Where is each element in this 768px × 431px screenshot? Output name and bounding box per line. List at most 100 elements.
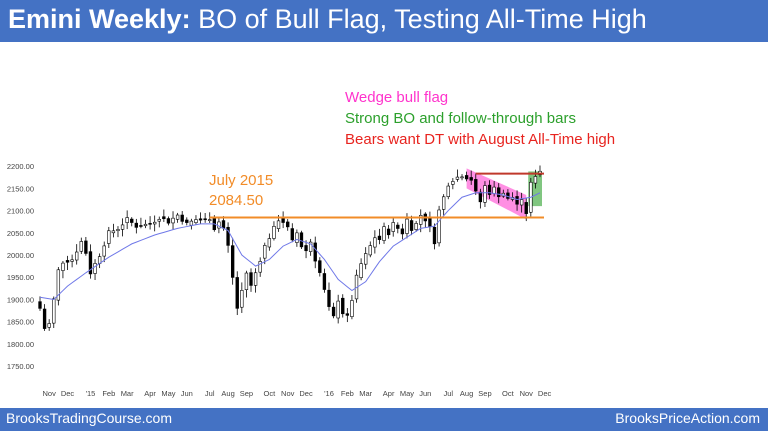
bear-candle <box>166 218 171 224</box>
bear-candle <box>198 218 203 221</box>
bear-candle <box>88 251 93 275</box>
x-tick-label: Sep <box>478 389 491 398</box>
bear-candle <box>230 245 235 278</box>
bull-candle <box>244 272 249 290</box>
bear-candle <box>313 242 317 262</box>
bull-candle <box>120 224 125 230</box>
bear-candle <box>130 218 134 223</box>
bear-candle <box>281 218 285 223</box>
bull-candle <box>350 300 354 317</box>
bull-candle <box>308 241 313 252</box>
bear-candle <box>65 260 70 263</box>
bull-candle <box>414 223 418 230</box>
bear-candle <box>400 228 405 235</box>
bull-candle <box>455 176 460 180</box>
bull-candle <box>157 219 161 222</box>
y-tick-label: 1850.00 <box>7 318 34 327</box>
title-rest: BO of Bull Flag, Testing All-Time High <box>190 4 647 34</box>
bull-candle <box>171 217 175 224</box>
bear-candle <box>139 225 143 227</box>
bear-candle <box>327 289 331 307</box>
bear-candle <box>42 308 47 329</box>
x-tick-label: Jul <box>443 389 453 398</box>
bear-candle <box>148 223 152 225</box>
x-tick-label: Dec <box>61 389 75 398</box>
bull-candle <box>419 215 423 225</box>
x-tick-label: Oct <box>264 389 277 398</box>
bull-candle <box>460 176 464 179</box>
annotation-july-2015: July 2015 <box>209 172 274 189</box>
bear-candle <box>221 220 226 229</box>
bull-candle <box>368 245 372 256</box>
bull-candle <box>373 237 377 248</box>
y-tick-label: 1800.00 <box>7 340 34 349</box>
x-tick-label: Jun <box>419 389 431 398</box>
bull-candle <box>107 230 111 244</box>
bear-candle <box>524 202 528 214</box>
bull-candle <box>75 251 79 261</box>
bear-candle <box>286 221 290 228</box>
bull-candle <box>405 218 409 234</box>
bull-candle <box>175 214 180 220</box>
bull-candle <box>295 232 299 243</box>
x-tick-label: Feb <box>341 389 354 398</box>
x-tick-label: Jun <box>181 389 193 398</box>
bear-candle <box>322 273 327 290</box>
bull-candle <box>116 229 120 232</box>
bear-candle <box>515 196 519 205</box>
bear-candle <box>249 272 253 286</box>
bear-candle <box>345 313 350 316</box>
title-bar <box>0 0 768 42</box>
bull-candle <box>253 272 258 286</box>
page-title: Emini Weekly: BO of Bull Flag, Testing A… <box>8 4 647 35</box>
bear-candle <box>396 224 400 229</box>
x-tick-label: May <box>400 389 414 398</box>
note-wedge-bull-flag: Wedge bull flag <box>345 89 449 106</box>
bear-candle <box>162 216 166 220</box>
bear-candle <box>478 191 483 203</box>
x-tick-label: '15 <box>86 389 96 398</box>
footer-left-link[interactable]: BrooksTradingCourse.com <box>6 410 172 426</box>
x-tick-label: Nov <box>520 389 534 398</box>
bear-candle <box>386 228 391 236</box>
x-tick-label: Sep <box>240 389 253 398</box>
bear-candle <box>469 177 473 181</box>
bull-candle <box>125 217 129 223</box>
bull-candle <box>47 323 51 328</box>
bull-candle <box>483 185 487 203</box>
x-tick-label: Mar <box>121 389 134 398</box>
y-tick-label: 1950.00 <box>7 273 34 282</box>
note-strong-bo: Strong BO and follow-through bars <box>345 110 576 127</box>
bear-candle <box>84 240 88 254</box>
bull-candle <box>492 186 496 194</box>
bear-candle <box>180 214 184 222</box>
x-tick-label: Nov <box>43 389 57 398</box>
bear-candle <box>299 232 304 248</box>
note-bears-dt: Bears want DT with August All-Time high <box>345 131 616 148</box>
footer-bar <box>0 408 768 431</box>
bull-candle <box>56 269 61 301</box>
bear-candle <box>487 184 492 195</box>
y-tick-label: 2050.00 <box>7 229 34 238</box>
bear-candle <box>38 301 42 309</box>
x-tick-label: Aug <box>221 389 234 398</box>
bear-candle <box>203 218 207 221</box>
bear-candle <box>185 219 189 223</box>
x-tick-label: Oct <box>502 389 515 398</box>
footer-right-link[interactable]: BrooksPriceAction.com <box>615 410 760 426</box>
x-tick-label: Feb <box>102 389 115 398</box>
bull-candle <box>533 176 538 184</box>
x-tick-label: May <box>161 389 175 398</box>
bull-candle <box>391 222 395 232</box>
x-tick-label: Nov <box>281 389 295 398</box>
y-tick-label: 1750.00 <box>7 362 34 371</box>
bull-candle <box>336 300 340 319</box>
bull-candle <box>267 238 272 248</box>
bull-candle <box>258 261 262 273</box>
bull-candle <box>194 219 198 224</box>
bull-candle <box>263 245 267 259</box>
bull-candle <box>382 226 386 241</box>
bull-candle <box>276 220 281 229</box>
bear-candle <box>464 175 469 180</box>
x-tick-label: Mar <box>359 389 372 398</box>
